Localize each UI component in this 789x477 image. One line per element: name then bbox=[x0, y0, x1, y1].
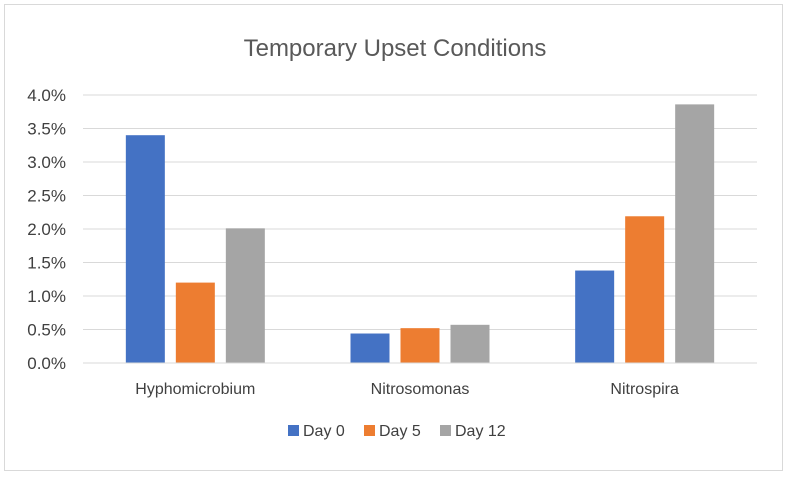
y-axis-tick-labels: 0.0% 0.5% 1.0% 1.5% 2.0% 2.5% 3.0% 3.5% 4.0% bbox=[27, 86, 66, 373]
y-tick-label: 1.0% bbox=[27, 287, 66, 306]
y-tick-label: 2.0% bbox=[27, 220, 66, 239]
y-tick-label: 4.0% bbox=[27, 86, 66, 105]
y-tick-label: 0.0% bbox=[27, 354, 66, 373]
bar bbox=[350, 333, 390, 363]
chart-title: Temporary Upset Conditions bbox=[244, 35, 547, 62]
legend-swatch bbox=[288, 425, 299, 436]
bar bbox=[225, 228, 265, 363]
legend-label: Day 12 bbox=[455, 423, 506, 440]
bars bbox=[125, 104, 715, 363]
bar bbox=[675, 104, 715, 363]
y-tick-label: 2.5% bbox=[27, 187, 66, 206]
x-tick-label: Nitrosomonas bbox=[371, 381, 470, 398]
legend: Day 0 Day 5 Day 12 bbox=[288, 423, 506, 440]
bar bbox=[625, 216, 665, 363]
y-tick-label: 0.5% bbox=[27, 321, 66, 340]
legend-label: Day 0 bbox=[303, 423, 345, 440]
legend-label: Day 5 bbox=[379, 423, 421, 440]
bar bbox=[575, 270, 615, 363]
y-tick-label: 3.5% bbox=[27, 120, 66, 139]
legend-swatch bbox=[364, 425, 375, 436]
y-tick-label: 3.0% bbox=[27, 153, 66, 172]
bar bbox=[125, 135, 165, 363]
x-tick-label: Hyphomicrobium bbox=[135, 381, 255, 398]
x-axis-tick-labels: Hyphomicrobium Nitrosomonas Nitrospira bbox=[135, 381, 679, 398]
x-tick-label: Nitrospira bbox=[610, 381, 679, 398]
y-tick-label: 1.5% bbox=[27, 254, 66, 273]
bar bbox=[400, 328, 440, 363]
bar bbox=[175, 282, 215, 363]
bar bbox=[450, 324, 490, 363]
legend-swatch bbox=[440, 425, 451, 436]
